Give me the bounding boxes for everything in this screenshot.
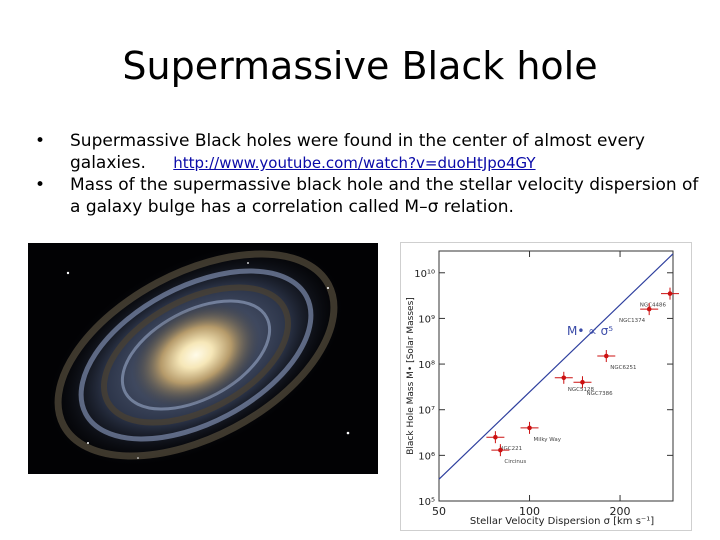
y-tick-label: 10¹⁰ — [414, 269, 435, 280]
point-label: NGC221 — [499, 446, 522, 452]
fit-line — [438, 253, 674, 480]
point-label: NGC5128 — [568, 387, 595, 393]
plot-frame — [438, 250, 674, 502]
point-label: NGC4486 — [640, 303, 667, 309]
bullet-text: Mass of the supermassive black hole and … — [70, 175, 699, 217]
spiral-galaxy-icon — [28, 243, 378, 474]
data-point — [527, 425, 532, 431]
m-sigma-svg: 10⁵ 10⁶ 10⁷ 10⁸ 10⁹ 10¹⁰ 50 100 200 M• ∝ σ⁵ NGC448… — [406, 250, 679, 527]
bullet-text: Supermassive Black holes were found in t… — [70, 131, 645, 173]
galaxy-image — [28, 243, 378, 474]
point-label: NGC1374 — [619, 318, 646, 324]
point-label: NGC7386 — [586, 391, 613, 397]
bullet-marker: • — [34, 131, 46, 151]
x-axis-label: Stellar Velocity Dispersion σ [km s⁻¹] — [470, 516, 654, 527]
data-point — [498, 447, 503, 453]
data-point — [561, 375, 567, 381]
data-point — [646, 306, 652, 312]
bullet-item: • Mass of the supermassive black hole an… — [30, 174, 710, 218]
data-point — [603, 353, 609, 359]
bullet-item: • Supermassive Black holes were found in… — [30, 130, 710, 174]
data-point — [580, 379, 585, 385]
bullet-marker: • — [34, 175, 46, 195]
x-tick-label: 50 — [432, 505, 446, 518]
point-label: NGC6251 — [610, 365, 636, 371]
data-point — [493, 434, 498, 440]
m-sigma-chart: 10⁵ 10⁶ 10⁷ 10⁸ 10⁹ 10¹⁰ 50 100 200 M• ∝ σ⁵ NGC448… — [400, 242, 692, 531]
bullet-list: • Supermassive Black holes were found in… — [30, 130, 710, 218]
y-tick-label: 10⁶ — [418, 451, 435, 462]
y-tick-label: 10⁷ — [418, 406, 435, 417]
point-label: Circinus — [504, 459, 526, 465]
y-axis-label: Black Hole Mass M• [Solar Masses] — [406, 297, 416, 455]
slide-title: Supermassive Black hole — [122, 44, 598, 88]
point-label: Milky Way — [534, 437, 562, 443]
youtube-link[interactable]: http://www.youtube.com/watch?v=duoHtJpo4… — [173, 154, 536, 172]
data-point — [667, 291, 673, 296]
relation-label: M• ∝ σ⁵ — [567, 324, 613, 338]
y-tick-label: 10⁵ — [418, 497, 435, 508]
y-tick-label: 10⁹ — [418, 314, 435, 325]
x-tick-label: 200 — [610, 505, 631, 518]
x-tick-label: 100 — [519, 505, 540, 518]
y-tick-label: 10⁸ — [418, 360, 435, 371]
